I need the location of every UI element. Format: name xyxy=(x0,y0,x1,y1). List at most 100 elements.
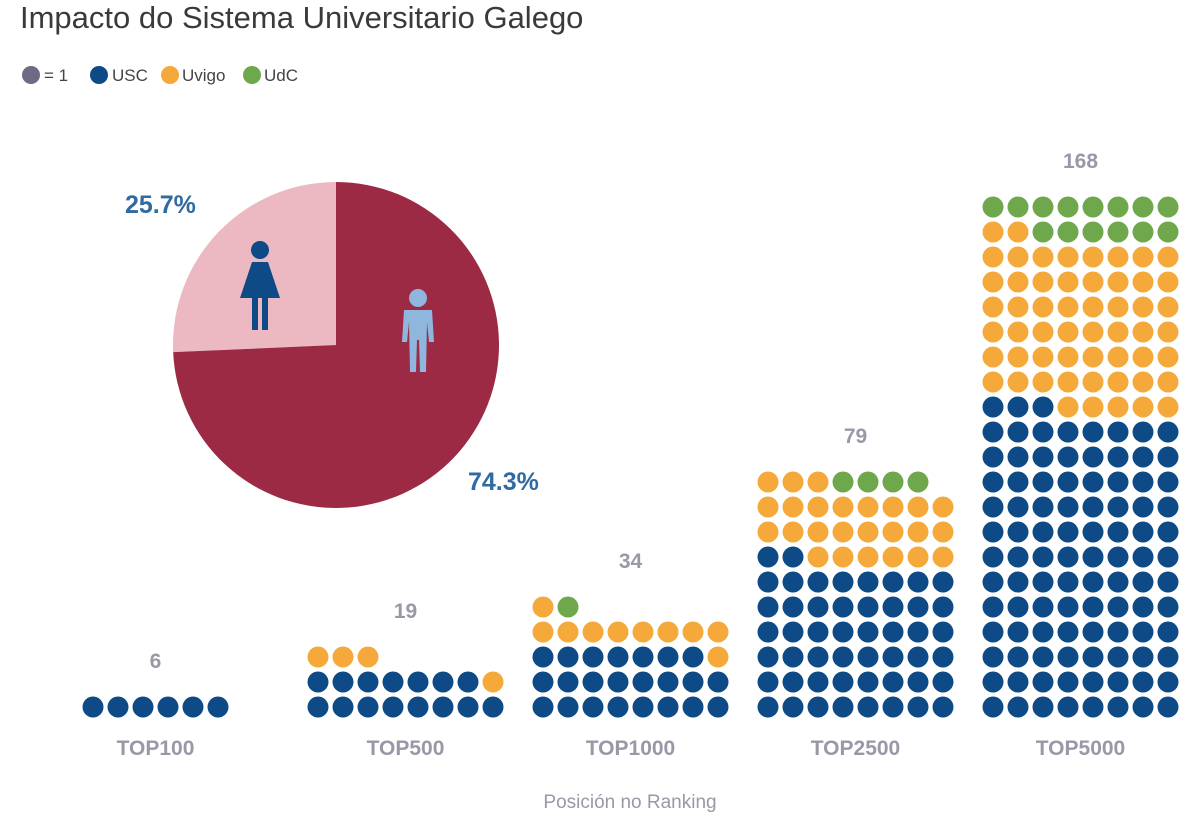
total-label: 168 xyxy=(1063,150,1098,173)
dot-usc xyxy=(1107,596,1129,618)
dot-usc xyxy=(832,596,854,618)
dot-uvigo xyxy=(582,621,604,643)
dot-uvigo xyxy=(1032,296,1054,318)
dot-usc xyxy=(1157,596,1179,618)
dot-usc xyxy=(1082,421,1104,443)
dot-usc xyxy=(1057,596,1079,618)
dot-usc xyxy=(1157,646,1179,668)
dot-usc xyxy=(857,621,879,643)
dot-usc xyxy=(1007,546,1029,568)
man-icon xyxy=(402,289,434,372)
dot-usc xyxy=(657,696,679,718)
dot-uvigo xyxy=(1107,346,1129,368)
dot-usc xyxy=(807,696,829,718)
dot-uvigo xyxy=(1132,246,1154,268)
dot-uvigo xyxy=(1032,371,1054,393)
dot-usc xyxy=(982,521,1004,543)
dot-usc xyxy=(1007,446,1029,468)
dot-uvigo xyxy=(1082,296,1104,318)
dot-usc xyxy=(532,646,554,668)
dot-usc xyxy=(982,496,1004,518)
dot-usc xyxy=(932,621,954,643)
dot-usc xyxy=(1132,696,1154,718)
dot-usc xyxy=(1057,496,1079,518)
dot-udc xyxy=(982,196,1004,218)
dot-usc xyxy=(807,571,829,593)
dot-uvigo xyxy=(357,646,379,668)
dot-usc xyxy=(1057,521,1079,543)
dot-uvigo xyxy=(1157,246,1179,268)
dot-udc xyxy=(1032,221,1054,243)
dot-usc xyxy=(832,621,854,643)
dot-uvigo xyxy=(1132,346,1154,368)
dot-usc xyxy=(932,696,954,718)
dot-usc xyxy=(1057,571,1079,593)
dot-usc xyxy=(407,696,429,718)
dot-uvigo xyxy=(707,646,729,668)
dot-usc xyxy=(832,646,854,668)
dot-uvigo xyxy=(1107,271,1129,293)
dot-uvigo xyxy=(857,521,879,543)
dot-uvigo xyxy=(307,646,329,668)
dot-usc xyxy=(207,696,229,718)
dot-uvigo xyxy=(1107,246,1129,268)
total-label: 6 xyxy=(150,650,162,673)
dot-udc xyxy=(832,471,854,493)
dot-usc xyxy=(1132,471,1154,493)
dot-usc xyxy=(407,671,429,693)
dot-uvigo xyxy=(1057,296,1079,318)
dot-usc xyxy=(1057,446,1079,468)
dot-uvigo xyxy=(907,496,929,518)
dot-uvigo xyxy=(807,521,829,543)
dot-udc xyxy=(1032,196,1054,218)
dot-uvigo xyxy=(982,346,1004,368)
dot-udc xyxy=(882,471,904,493)
dot-usc xyxy=(1057,646,1079,668)
dot-udc xyxy=(1132,196,1154,218)
dot-usc xyxy=(1032,521,1054,543)
dot-uvigo xyxy=(1032,346,1054,368)
dot-uvigo xyxy=(857,546,879,568)
dot-usc xyxy=(882,596,904,618)
dot-usc xyxy=(932,646,954,668)
dot-usc xyxy=(657,671,679,693)
dot-usc xyxy=(607,646,629,668)
dot-usc xyxy=(1157,521,1179,543)
dot-usc xyxy=(807,596,829,618)
category-label: TOP5000 xyxy=(1036,737,1126,760)
dot-uvigo xyxy=(757,496,779,518)
dot-usc xyxy=(757,671,779,693)
dot-uvigo xyxy=(982,246,1004,268)
dot-usc xyxy=(1032,596,1054,618)
dot-usc xyxy=(757,571,779,593)
dot-usc xyxy=(757,546,779,568)
dot-usc xyxy=(1132,621,1154,643)
dot-uvigo xyxy=(1007,296,1029,318)
waffle-top2500: 79 TOP2500 xyxy=(757,425,954,760)
dot-usc xyxy=(1057,546,1079,568)
dot-usc xyxy=(1082,471,1104,493)
dot-usc xyxy=(882,671,904,693)
dot-usc xyxy=(182,696,204,718)
dot-uvigo xyxy=(882,496,904,518)
waffle-top500: 19 TOP500 xyxy=(307,600,504,760)
dot-usc xyxy=(1107,571,1129,593)
dot-usc xyxy=(1007,521,1029,543)
dot-usc xyxy=(907,596,929,618)
category-label: TOP1000 xyxy=(586,737,676,760)
dot-usc xyxy=(1082,571,1104,593)
women-percent-label: 25.7% xyxy=(125,191,196,219)
dot-usc xyxy=(1007,621,1029,643)
dot-usc xyxy=(782,571,804,593)
dot-uvigo xyxy=(1132,296,1154,318)
pie-slice-men xyxy=(173,182,499,508)
dot-usc xyxy=(707,696,729,718)
legend-udc-label: UdC xyxy=(264,66,298,85)
dot-usc xyxy=(357,671,379,693)
dot-uvigo xyxy=(982,321,1004,343)
dot-usc xyxy=(332,671,354,693)
dot-uvigo xyxy=(1132,321,1154,343)
dot-usc xyxy=(432,696,454,718)
dot-usc xyxy=(1107,496,1129,518)
dot-uvigo xyxy=(1132,371,1154,393)
